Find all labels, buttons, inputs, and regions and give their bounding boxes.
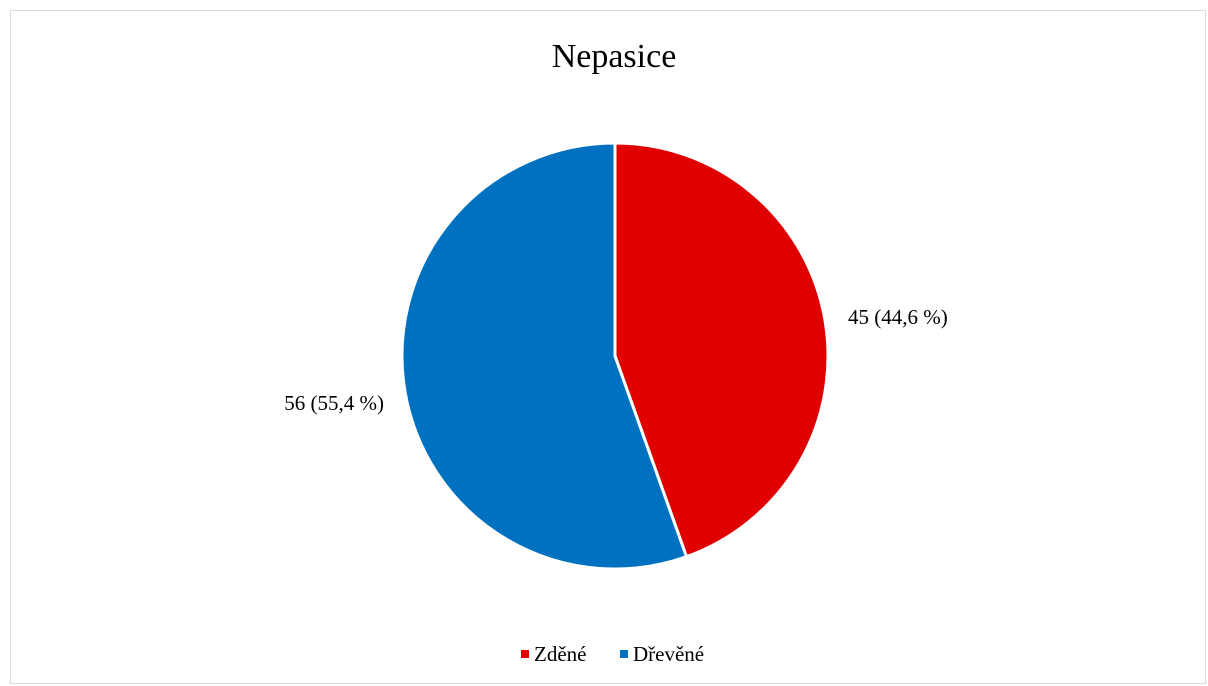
legend-swatch-2 [620,650,628,658]
legend: Zděné Dřevěné [521,642,704,666]
chart-title: Nepasice [552,38,677,75]
data-labels: 45 (44,6 %) 56 (55,4 %) [284,305,947,415]
data-label-1: 45 (44,6 %) [848,305,948,329]
legend-label-1: Zděné [534,642,586,666]
data-label-2: 56 (55,4 %) [284,391,384,415]
legend-swatch-1 [521,650,529,658]
legend-label-2: Dřevěné [633,642,704,666]
pie-slice-2 [400,141,688,571]
pie-slices [400,141,830,571]
pie-slice-1 [613,141,830,559]
